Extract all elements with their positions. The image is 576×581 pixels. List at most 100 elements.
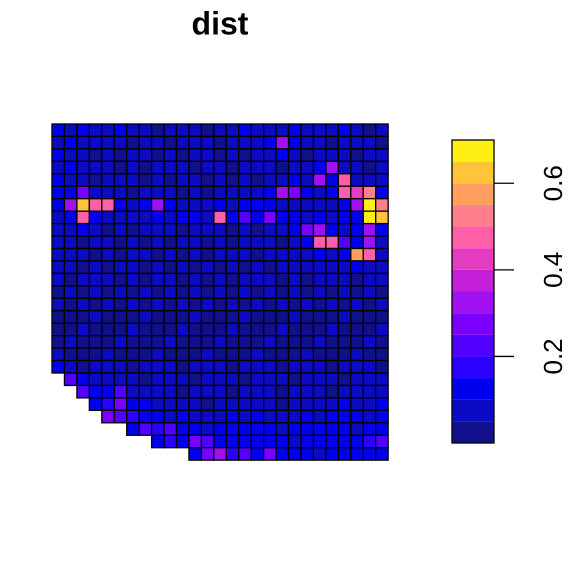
grid-cell xyxy=(138,285,153,299)
grid-cell xyxy=(262,310,277,324)
grid-cell xyxy=(225,384,240,399)
grid-cell xyxy=(238,235,252,250)
grid-cell xyxy=(138,409,153,424)
grid-cell xyxy=(63,247,78,262)
grid-cell xyxy=(337,384,352,399)
grid-cell xyxy=(200,173,215,187)
grid-cell xyxy=(375,173,389,187)
grid-cell xyxy=(126,210,140,225)
grid-cell xyxy=(138,334,153,349)
grid-cell xyxy=(250,447,265,461)
grid-cell xyxy=(250,347,265,362)
grid-cell xyxy=(350,447,364,461)
grid-cell xyxy=(337,210,352,225)
grid-cell xyxy=(300,372,315,387)
grid-cell xyxy=(51,235,66,250)
grid-cell xyxy=(337,434,352,449)
grid-cell xyxy=(275,160,290,175)
grid-cell xyxy=(101,310,115,324)
grid-cell xyxy=(163,347,178,362)
grid-cell xyxy=(375,247,389,262)
grid-cell xyxy=(325,173,339,187)
grid-cell xyxy=(188,322,203,337)
grid-cell xyxy=(238,173,252,187)
grid-cell xyxy=(150,434,165,449)
grid-cell xyxy=(188,210,203,225)
grid-cell xyxy=(51,359,66,374)
grid-cell xyxy=(262,247,277,262)
grid-cell xyxy=(275,409,290,424)
grid-cell xyxy=(275,272,290,287)
grid-cell xyxy=(337,148,352,162)
grid-cell xyxy=(63,372,78,387)
grid-cell xyxy=(375,285,389,299)
grid-cell xyxy=(175,260,190,275)
grid-cell xyxy=(375,422,389,436)
grid-cell xyxy=(312,372,327,387)
grid-cell xyxy=(350,285,364,299)
grid-cell xyxy=(113,359,128,374)
grid-cell xyxy=(163,210,178,225)
colorbar-bin xyxy=(452,183,494,205)
grid-cell xyxy=(63,297,78,312)
grid-cell xyxy=(362,447,377,461)
grid-cell xyxy=(101,260,115,275)
grid-cell xyxy=(138,359,153,374)
grid-cell xyxy=(113,347,128,362)
grid-cell xyxy=(213,297,227,312)
grid-cell xyxy=(213,173,227,187)
grid-cell xyxy=(337,334,352,349)
grid-cell xyxy=(262,372,277,387)
grid-cell xyxy=(238,198,252,212)
grid-cell xyxy=(163,123,178,138)
grid-cell xyxy=(250,272,265,287)
grid-cell xyxy=(188,422,203,436)
grid-cell xyxy=(88,198,103,212)
grid-cell xyxy=(175,272,190,287)
grid-cell xyxy=(375,347,389,362)
grid-cell xyxy=(287,123,302,138)
grid-cell xyxy=(262,260,277,275)
grid-cell xyxy=(150,198,165,212)
grid-cell xyxy=(213,185,227,200)
grid-cell xyxy=(250,222,265,237)
grid-cell xyxy=(225,434,240,449)
grid-cell xyxy=(213,310,227,324)
grid-cell xyxy=(250,334,265,349)
colorbar-bin xyxy=(452,226,494,249)
grid-cell xyxy=(101,322,115,337)
grid-cell xyxy=(63,160,78,175)
grid-cell xyxy=(362,347,377,362)
grid-cell xyxy=(63,185,78,200)
grid-cell xyxy=(150,347,165,362)
grid-cell xyxy=(275,222,290,237)
grid-cell xyxy=(250,397,265,411)
grid-cell xyxy=(175,135,190,150)
grid-cell xyxy=(76,198,91,212)
grid-cell xyxy=(88,260,103,275)
grid-cell xyxy=(76,173,91,187)
grid-cell xyxy=(362,297,377,312)
grid-cell xyxy=(51,272,66,287)
grid-cell xyxy=(225,285,240,299)
grid-cell xyxy=(337,372,352,387)
grid-cell xyxy=(51,173,66,187)
grid-cell xyxy=(175,297,190,312)
grid-cell xyxy=(238,247,252,262)
grid-cell xyxy=(337,123,352,138)
grid-cell xyxy=(275,372,290,387)
grid-cell xyxy=(262,422,277,436)
grid-cell xyxy=(312,148,327,162)
grid-cell xyxy=(225,222,240,237)
grid-cell xyxy=(250,409,265,424)
grid-cell xyxy=(375,148,389,162)
grid-cell xyxy=(101,222,115,237)
grid-cell xyxy=(362,210,377,225)
grid-cell xyxy=(76,347,91,362)
grid-cell xyxy=(225,260,240,275)
grid-cell xyxy=(88,322,103,337)
grid-cell xyxy=(113,322,128,337)
grid-cell xyxy=(238,222,252,237)
grid-cell xyxy=(225,135,240,150)
grid-cell xyxy=(312,347,327,362)
